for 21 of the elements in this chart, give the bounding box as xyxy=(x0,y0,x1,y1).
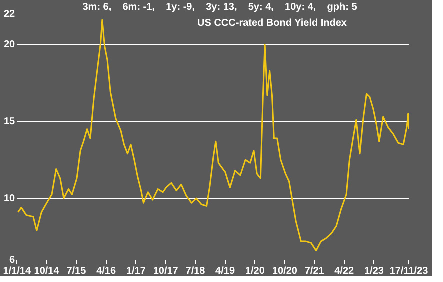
x-tick-label: 1/1/14 xyxy=(3,266,32,277)
x-tick-label: 7/21 xyxy=(304,266,325,277)
y-tick-label: 10 xyxy=(4,193,16,204)
x-tick-label: 10/17 xyxy=(153,266,179,277)
x-tick-label: 1/20 xyxy=(245,266,266,277)
x-tick-label: 7/18 xyxy=(186,266,206,277)
x-tick-label: 7/15 xyxy=(66,266,87,277)
x-tick-label: 1/17 xyxy=(126,266,146,277)
x-tick-label: 10/14 xyxy=(34,266,60,277)
x-tick-label: 10/20 xyxy=(272,266,298,277)
y-tick-label: 6 xyxy=(10,254,16,266)
x-tick-label: 17/11/23 xyxy=(390,266,429,277)
chart-subtitle: 3m: 6, 6m: -1, 1y: -9, 3y: 13, 5y: 4, 10y: 4, gph: 5 xyxy=(82,2,358,13)
chart-title: US CCC-rated Bond Yield Index xyxy=(198,18,348,29)
y-tick-label: 20 xyxy=(4,40,16,50)
x-tick-label: 4/19 xyxy=(216,266,236,277)
x-tick-label: 1/23 xyxy=(364,266,384,277)
x-tick-label: 4/16 xyxy=(96,266,116,277)
y-tick-label: 22 xyxy=(4,8,16,20)
x-tick-label: 4/22 xyxy=(334,266,355,277)
y-tick-label: 15 xyxy=(4,116,16,128)
